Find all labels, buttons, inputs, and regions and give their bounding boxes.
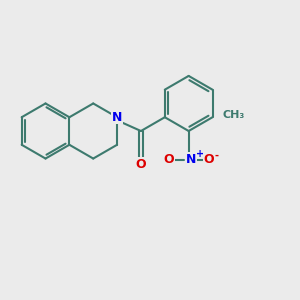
Text: O: O — [203, 153, 214, 166]
Text: O: O — [164, 153, 174, 166]
Text: CH₃: CH₃ — [223, 110, 245, 120]
Text: O: O — [136, 158, 146, 171]
Text: +: + — [196, 149, 204, 159]
Text: -: - — [215, 151, 219, 161]
Text: N: N — [112, 111, 122, 124]
Text: N: N — [186, 153, 196, 166]
